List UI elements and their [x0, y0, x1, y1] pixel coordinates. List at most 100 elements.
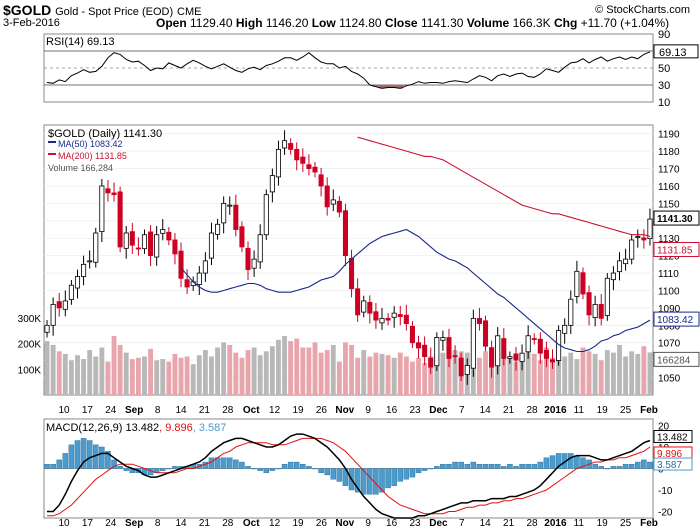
ma200-value-box: [653, 241, 700, 257]
candle-body: [409, 325, 415, 344]
candle-body: [239, 226, 245, 248]
volume-bar: [202, 350, 208, 395]
volume-bar: [300, 347, 306, 395]
rsi-tick-label: 90: [658, 29, 670, 41]
hist-last-box: [653, 457, 693, 471]
macd-histogram-bar: [622, 463, 629, 469]
x-axis-tick-label-bottom: 25: [620, 518, 632, 529]
volume-bar: [410, 361, 415, 395]
macd-histogram-bar: [306, 466, 312, 469]
x-axis-tick-label-bottom: Sep: [125, 518, 143, 529]
macd-histogram-bar: [159, 468, 166, 471]
volume-bar: [148, 348, 154, 395]
ohlc-readout: Open 1129.40 High 1146.20 Low 1124.80 Cl…: [156, 16, 670, 30]
macd-histogram-bar: [300, 463, 306, 469]
price-panel-frame: [43, 124, 654, 396]
volume-bar: [56, 351, 62, 395]
volume-bar: [598, 360, 604, 395]
candle-body: [282, 140, 288, 149]
x-axis-tick-label-bottom: 28: [526, 518, 538, 529]
price-tick-label: 1080: [658, 321, 681, 332]
volume-bar: [647, 352, 653, 395]
candle-body: [422, 344, 428, 358]
x-axis-tick-label: 2016: [544, 405, 567, 416]
candle-body: [117, 191, 123, 248]
volume-bar: [129, 359, 135, 395]
volume-bar: [276, 339, 281, 395]
macd-histogram-bar: [257, 468, 263, 471]
macd-histogram-bar: [251, 468, 257, 470]
candle-body: [87, 260, 93, 263]
volume-bar: [349, 344, 354, 395]
candle-body: [446, 337, 452, 359]
volume-bar: [446, 347, 452, 395]
macd-histogram-bar: [385, 468, 391, 489]
x-axis-tick-label-bottom: 11: [574, 518, 585, 529]
volume-bar: [483, 351, 488, 395]
candle-body: [154, 234, 160, 258]
macd-histogram-bar: [239, 461, 245, 469]
candle-body: [464, 364, 470, 375]
macd-signal-line: [47, 437, 651, 517]
candle-body: [68, 284, 74, 300]
macd-histogram-bar: [513, 466, 519, 469]
x-axis-tick-label: 10: [58, 405, 70, 416]
x-axis-tick-label: 24: [105, 405, 117, 416]
volume-tick-label: 300K: [18, 314, 42, 325]
x-axis-tick-label-bottom: Dec: [429, 518, 448, 529]
x-axis-tick-label: 11: [574, 405, 585, 416]
macd-histogram-bar: [379, 468, 385, 493]
macd-histogram-bar: [628, 463, 635, 469]
rsi-panel-frame: [43, 33, 654, 103]
candle-body: [629, 239, 635, 260]
volume-bar: [543, 347, 549, 395]
macd-histogram-bar: [220, 457, 227, 469]
macd-histogram-bar: [62, 453, 69, 469]
volume-bar: [269, 346, 275, 395]
candle-body: [208, 232, 215, 259]
candle-body: [251, 258, 257, 269]
x-axis-tick-label: 9: [365, 405, 371, 416]
volume-bar: [343, 342, 348, 395]
candle-body: [543, 350, 549, 359]
price-tick-label: 1050: [658, 374, 681, 385]
x-axis-tick-label-bottom: 26: [316, 518, 328, 529]
x-axis-tick-label-bottom: 9: [365, 518, 371, 529]
candle-body: [604, 277, 610, 316]
macd-histogram-bar: [354, 468, 361, 493]
volume-bar: [142, 356, 147, 395]
candle-body: [105, 188, 111, 194]
candle-body: [476, 317, 482, 324]
volume-bar: [245, 350, 251, 395]
volume-bar: [68, 360, 74, 395]
volume-bar: [385, 355, 391, 395]
volume-bar: [537, 360, 543, 395]
volume-bar: [215, 347, 221, 395]
macd-last-box: [653, 430, 693, 444]
candle-body: [312, 166, 318, 173]
last-price-box: [653, 210, 700, 226]
volume-bar: [221, 342, 227, 395]
volume-bar: [434, 353, 440, 395]
candle-body: [196, 272, 202, 285]
x-axis-tick-label-bottom: 17: [82, 518, 94, 529]
candle-body: [233, 204, 239, 230]
candle-body: [221, 202, 227, 224]
volume-bar: [233, 352, 239, 395]
volume-bar: [562, 356, 568, 395]
rsi-oversold-fill: [385, 85, 392, 88]
macd-histogram-bar: [427, 468, 434, 470]
volume-bar: [568, 352, 574, 395]
candle-body: [324, 185, 330, 208]
candle-body: [349, 258, 355, 290]
macd-histogram-bar: [281, 463, 288, 469]
candle-body: [318, 174, 324, 187]
ma200-swatch: [48, 153, 56, 155]
macd-histogram-bar: [68, 444, 75, 469]
macd-histogram-bar: [580, 457, 586, 469]
rsi-tick-label: 50: [658, 63, 670, 75]
x-axis-tick-label-bottom: 2016: [544, 518, 567, 529]
macd-histogram-bar: [80, 438, 87, 469]
volume-bar: [416, 357, 421, 395]
price-tick-label: 1160: [658, 182, 680, 193]
